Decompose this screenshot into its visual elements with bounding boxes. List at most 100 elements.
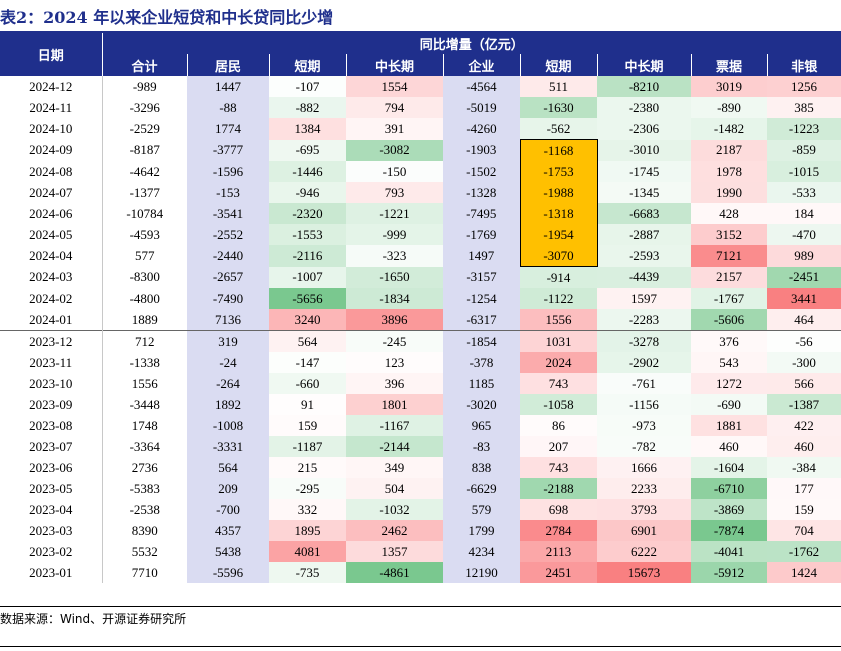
value-cell: -1387 [767, 394, 841, 415]
value-cell: 7121 [691, 245, 767, 267]
value-cell: -6317 [443, 309, 520, 331]
value-cell: -5383 [129, 480, 160, 496]
value-cell: 1556 [520, 309, 597, 331]
value-cell: -782 [597, 436, 691, 457]
value-cell: 4357 [187, 520, 269, 541]
value-cell: -264 [187, 373, 269, 394]
value-cell: 1424 [767, 562, 841, 583]
loan-growth-table: 日期 同比增量（亿元） 合计 居民 短期 中长期 企业 短期 中长期 票据 非银 2024-12… [0, 33, 841, 583]
value-cell: 1031 [520, 330, 597, 352]
value-cell: -700 [187, 499, 269, 520]
value-cell: 1895 [269, 520, 346, 541]
value-cell: -6683 [597, 203, 691, 224]
title-rule [0, 31, 841, 33]
value-cell: -8210 [597, 76, 691, 97]
value-cell: -1377 [129, 184, 160, 200]
value-cell: -859 [767, 139, 841, 161]
value-cell: 1889 [131, 311, 158, 327]
value-cell: -2902 [597, 352, 691, 373]
table-row: 2024-02 -4800 -7490 -5656 -1834 -1254 -1122 159… [0, 288, 841, 309]
value-cell: -3157 [443, 266, 520, 288]
value-cell: -1007 [269, 266, 346, 288]
value-cell: -1008 [187, 415, 269, 436]
value-cell: 3152 [691, 224, 767, 245]
value-cell: -3296 [129, 99, 160, 115]
date-cell: 2023-11 [0, 352, 103, 373]
value-cell: -8187 [129, 142, 160, 158]
value-cell: -5606 [691, 309, 767, 331]
value-cell: -1502 [443, 161, 520, 182]
value-cell: 7710 [131, 564, 158, 580]
value-cell: 2024 [520, 352, 597, 373]
value-cell: -3010 [597, 139, 691, 161]
date-cell: 2023-09 [0, 394, 103, 415]
value-cell: 7136 [187, 309, 269, 331]
date-cell: 2023-04 [0, 499, 103, 520]
date-cell: 2024-09 [0, 139, 103, 161]
value-cell: -1156 [597, 394, 691, 415]
date-cell: 2023-03 [0, 520, 103, 541]
value-cell: 698 [520, 499, 597, 520]
value-cell: -4439 [597, 266, 691, 288]
table-row: 2024-10 -2529 1774 1384 391 -4260 -562 -2306 -14… [0, 118, 841, 140]
value-cell: -1630 [520, 97, 597, 118]
value-cell: 2462 [346, 520, 443, 541]
table-row: 2023-02 5532 5438 4081 1357 4234 2113 6222 -4041… [0, 541, 841, 562]
value-cell: -1168 [519, 139, 598, 161]
value-cell: -4041 [691, 541, 767, 562]
value-cell: 12190 [443, 562, 520, 583]
value-cell: -323 [346, 245, 443, 267]
value-cell: -2538 [129, 501, 160, 517]
value-cell: -4564 [443, 76, 520, 97]
value-cell: 91 [269, 394, 346, 415]
value-cell: 422 [767, 415, 841, 436]
column-header: 短期 [519, 54, 597, 76]
value-cell: -1032 [346, 499, 443, 520]
value-cell: 184 [767, 203, 841, 224]
value-cell: -735 [269, 562, 346, 583]
value-cell: -2283 [597, 309, 691, 331]
value-cell: 712 [102, 330, 187, 352]
table-row: 2023-01 7710 -5596 -735 -4861 12190 2451 15673-… [0, 562, 841, 583]
value-cell: 1256 [767, 76, 841, 97]
value-cell: -5912 [691, 562, 767, 583]
table-row: 2023-09 -3448 1892 91 1801 -3020 -1058 -1156 -69… [0, 394, 841, 415]
value-cell: -1903 [443, 139, 520, 161]
value-cell: -6710 [691, 478, 767, 499]
value-cell: 2233 [597, 478, 691, 499]
column-header: 居民 [186, 54, 269, 76]
value-cell: 464 [767, 309, 841, 331]
value-cell: -2451 [767, 266, 841, 288]
value-cell: 989 [767, 245, 841, 267]
value-cell: 1892 [187, 394, 269, 415]
value-cell: 209 [187, 478, 269, 499]
value-cell: -890 [691, 97, 767, 118]
value-cell: 504 [346, 478, 443, 499]
value-cell: 838 [443, 457, 520, 478]
value-cell: 1748 [131, 417, 158, 433]
value-cell: -1482 [691, 118, 767, 140]
value-cell: 566 [767, 373, 841, 394]
table-row: 2023-06 2736 564 215 349 838 743 1666 -1604 -384 [0, 457, 841, 478]
value-cell: -2657 [187, 266, 269, 288]
value-cell: 965 [443, 415, 520, 436]
date-cell: 2023-07 [0, 436, 103, 457]
date-cell: 2024-12 [0, 76, 103, 97]
value-cell: 332 [269, 499, 346, 520]
value-cell: -973 [597, 415, 691, 436]
value-cell: -1221 [346, 203, 443, 224]
value-cell: -1254 [443, 288, 520, 309]
value-cell: 428 [691, 203, 767, 224]
value-cell: 564 [187, 457, 269, 478]
table-row: 2023-10 1556 -264 -660 396 1185 743 -761 1272 566 [0, 373, 841, 394]
value-cell: -378 [443, 352, 520, 373]
table-row: 2023-08 1748 -1008 159 -1167 965 86 -973 1881 422 [0, 415, 841, 436]
column-header: 中长期 [596, 54, 691, 76]
value-cell: -3541 [187, 203, 269, 224]
value-cell: -1767 [691, 288, 767, 309]
value-cell: -1834 [346, 288, 443, 309]
value-cell: -1015 [767, 161, 841, 182]
value-cell: -88 [187, 97, 269, 118]
value-cell: -533 [767, 182, 841, 203]
value-cell: 793 [346, 182, 443, 203]
